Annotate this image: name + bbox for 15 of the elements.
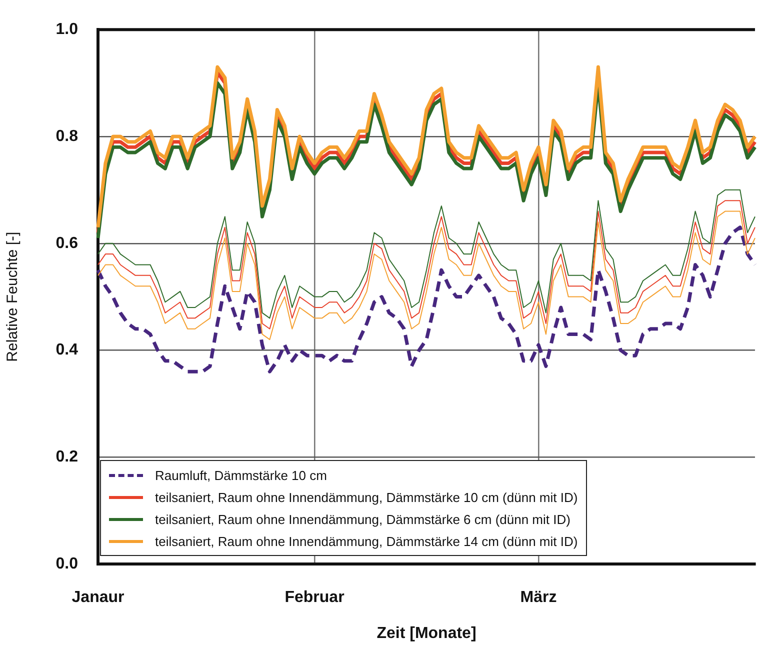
y-tick-label: 0.6 — [56, 234, 78, 252]
y-tick-label: 0.2 — [56, 448, 78, 466]
legend-label: teilsaniert, Raum ohne Innendämmung, Dämmstärke 6 cm (dünn mit ID) — [155, 512, 570, 526]
y-tick-label: 1.0 — [56, 21, 78, 38]
x-axis-title: Zeit [Monate] — [376, 624, 476, 642]
y-tick-label: 0.4 — [56, 342, 78, 359]
legend-label: teilsaniert, Raum ohne Innendämmung, Dämmstärke 10 cm (dünn mit ID) — [155, 490, 578, 504]
y-axis-title: Relative Feuchte [-] — [4, 232, 22, 362]
y-tick-label: 0.0 — [56, 555, 78, 572]
y-tick-label: 0.8 — [56, 128, 78, 145]
x-tick-label: März — [520, 589, 557, 606]
legend-label: Raumluft, Dämmstärke 10 cm — [155, 468, 327, 482]
x-tick-label: Februar — [284, 589, 344, 606]
x-tick-label: Janaur — [72, 589, 124, 606]
legend-label: teilsaniert, Raum ohne Innendämmung, Dämmstärke 14 cm (dünn mit ID) — [155, 534, 578, 548]
